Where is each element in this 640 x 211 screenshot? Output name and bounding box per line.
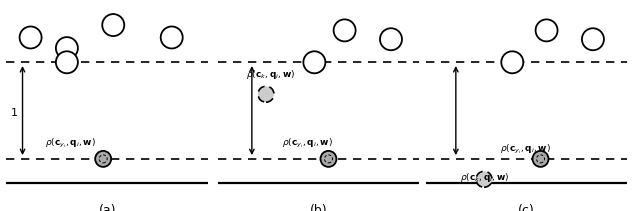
Ellipse shape bbox=[258, 86, 274, 102]
Ellipse shape bbox=[582, 28, 604, 50]
Ellipse shape bbox=[56, 51, 78, 73]
Ellipse shape bbox=[102, 14, 124, 36]
Text: (a): (a) bbox=[99, 204, 116, 211]
Text: $\rho(\mathbf{c}_{y_i}, \mathbf{q}_i, \mathbf{w})$: $\rho(\mathbf{c}_{y_i}, \mathbf{q}_i, \m… bbox=[500, 143, 551, 156]
Ellipse shape bbox=[321, 151, 337, 167]
Ellipse shape bbox=[20, 26, 42, 49]
Ellipse shape bbox=[161, 26, 182, 49]
Ellipse shape bbox=[303, 51, 325, 73]
Ellipse shape bbox=[95, 151, 111, 167]
Text: $\rho(\mathbf{c}_{y_i}, \mathbf{q}_i, \mathbf{w})$: $\rho(\mathbf{c}_{y_i}, \mathbf{q}_i, \m… bbox=[282, 137, 333, 150]
Ellipse shape bbox=[333, 19, 356, 41]
Ellipse shape bbox=[476, 171, 492, 187]
Text: (b): (b) bbox=[310, 204, 327, 211]
Ellipse shape bbox=[380, 28, 402, 50]
Text: (c): (c) bbox=[518, 204, 535, 211]
Text: $\rho(\mathbf{c}_{y_i}, \mathbf{q}_i, \mathbf{w})$: $\rho(\mathbf{c}_{y_i}, \mathbf{q}_i, \m… bbox=[45, 137, 95, 150]
Ellipse shape bbox=[501, 51, 524, 73]
Ellipse shape bbox=[532, 151, 548, 167]
Text: $1$: $1$ bbox=[10, 106, 19, 118]
Text: $\rho(\mathbf{c}_k, \mathbf{q}_i, \mathbf{w})$: $\rho(\mathbf{c}_k, \mathbf{q}_i, \mathb… bbox=[460, 171, 509, 184]
Text: $\rho(\mathbf{c}_k, \mathbf{q}_i, \mathbf{w})$: $\rho(\mathbf{c}_k, \mathbf{q}_i, \mathb… bbox=[246, 68, 295, 81]
Ellipse shape bbox=[56, 37, 78, 59]
Ellipse shape bbox=[536, 19, 557, 41]
